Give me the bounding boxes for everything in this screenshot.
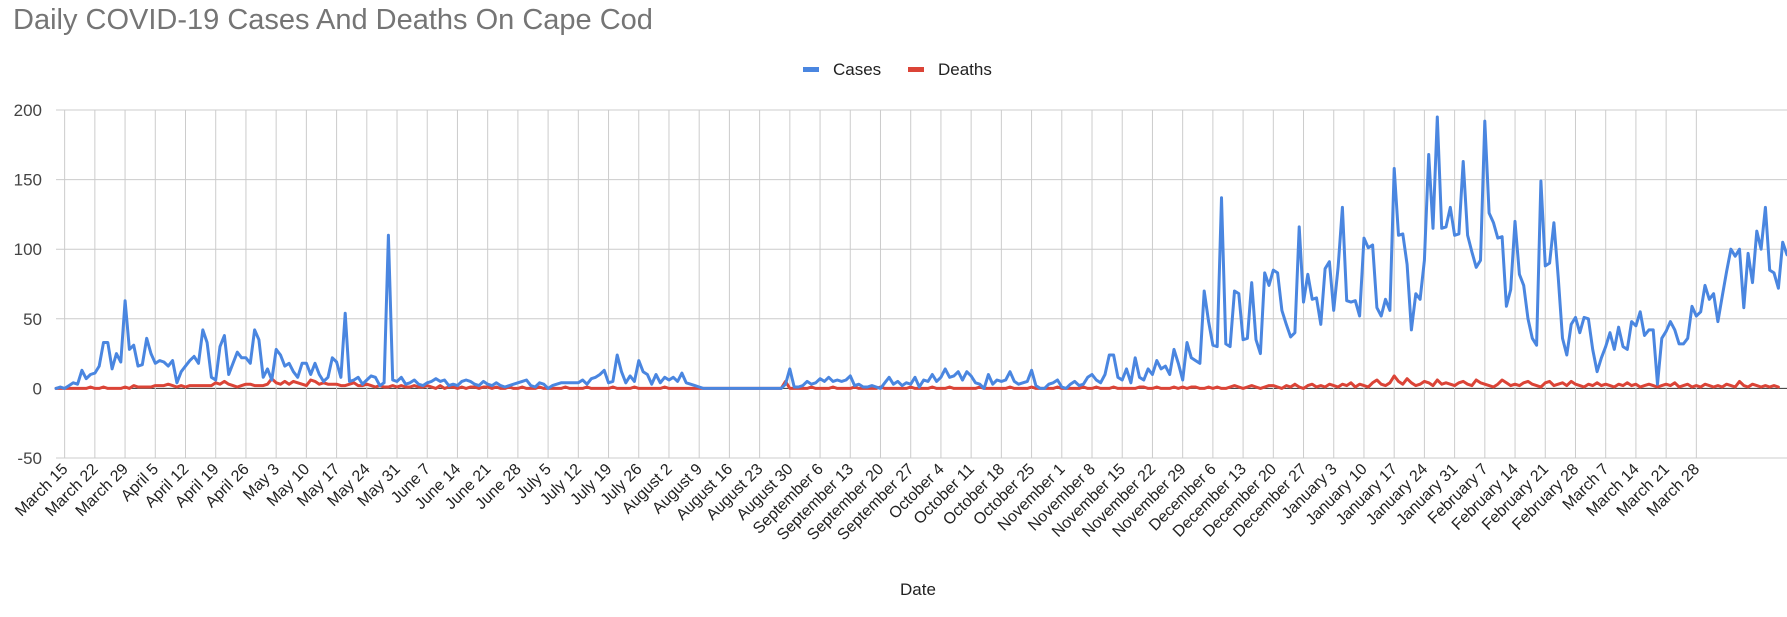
x-axis-label: Date xyxy=(900,580,936,599)
series-line-cases xyxy=(54,115,1787,390)
legend: Cases Deaths xyxy=(803,60,992,79)
y-tick-label: 150 xyxy=(14,171,42,190)
legend-label-deaths: Deaths xyxy=(938,60,992,79)
y-tick-label: -50 xyxy=(17,449,42,468)
chart-title: Daily COVID-19 Cases And Deaths On Cape … xyxy=(13,4,653,36)
grid xyxy=(56,109,1787,459)
legend-swatch-cases xyxy=(803,67,819,72)
series-lines xyxy=(54,115,1787,390)
series-line-deaths xyxy=(54,374,1780,390)
y-tick-label: 50 xyxy=(23,310,42,329)
legend-label-cases: Cases xyxy=(833,60,881,79)
y-tick-label: 0 xyxy=(33,379,42,398)
legend-swatch-deaths xyxy=(908,67,924,72)
y-tick-label: 200 xyxy=(14,101,42,120)
y-axis-ticks: 200 150 100 50 0 -50 xyxy=(14,101,42,468)
y-tick-label: 100 xyxy=(14,240,42,259)
